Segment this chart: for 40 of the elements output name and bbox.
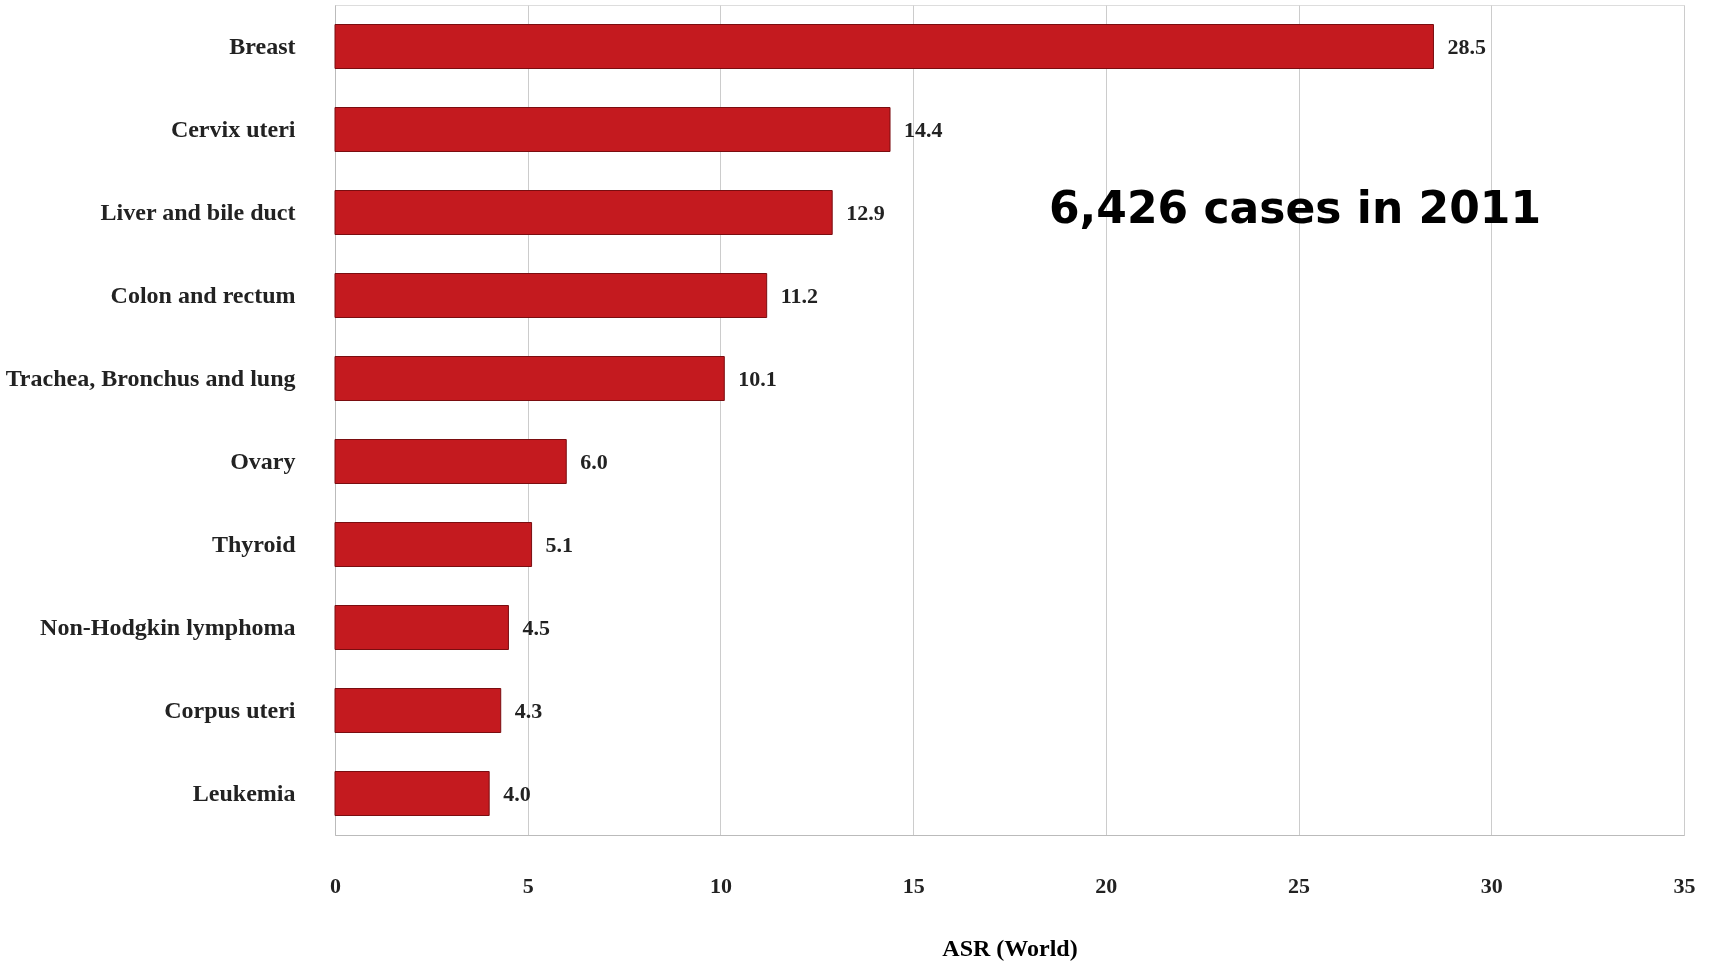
- bar: [334, 273, 768, 318]
- x-tick-label: 30: [1480, 872, 1503, 898]
- bar: [334, 190, 833, 235]
- y-tick-label: Non-Hodgkin lymphoma: [40, 613, 296, 640]
- x-tick-label: 15: [902, 872, 925, 898]
- data-label: 4.5: [522, 614, 550, 640]
- data-label: 5.1: [545, 531, 574, 557]
- x-tick-label: 5: [522, 872, 534, 898]
- y-tick-label: Breast: [229, 32, 296, 59]
- data-label: 12.9: [846, 199, 885, 225]
- x-tick-label: 20: [1095, 872, 1118, 898]
- y-tick-label: Corpus uteri: [164, 696, 296, 723]
- x-tick-label: 10: [709, 872, 732, 898]
- y-tick-label: Colon and rectum: [110, 281, 296, 308]
- data-label: 28.5: [1447, 33, 1486, 59]
- data-label: 14.4: [904, 116, 943, 142]
- bar: [334, 107, 891, 152]
- data-label: 4.0: [503, 780, 531, 806]
- bar: [334, 356, 725, 401]
- x-tick-label: 35: [1673, 872, 1696, 898]
- bar: [334, 24, 1434, 69]
- bar: [334, 605, 509, 650]
- y-tick-label: Leukemia: [192, 779, 296, 806]
- x-tick-label: 25: [1288, 872, 1311, 898]
- data-label: 4.3: [514, 697, 543, 723]
- data-label: 11.2: [780, 282, 818, 308]
- data-label: 6.0: [580, 448, 608, 474]
- bar: [334, 522, 533, 567]
- y-tick-label: Cervix uteri: [170, 115, 296, 142]
- y-tick-label: Ovary: [230, 447, 296, 474]
- data-label: 10.1: [738, 365, 777, 391]
- y-tick-label: Trachea, Bronchus and lung: [5, 364, 296, 391]
- bar: [334, 439, 567, 484]
- bar: [334, 771, 490, 816]
- y-tick-label: Thyroid: [211, 530, 297, 557]
- y-tick-label: Liver and bile duct: [100, 198, 296, 225]
- x-tick-label: 0: [330, 872, 341, 898]
- annotation: 6,426 cases in 2011: [1049, 182, 1541, 233]
- x-axis-title: ASR (World): [942, 934, 1078, 961]
- bar: [334, 688, 502, 733]
